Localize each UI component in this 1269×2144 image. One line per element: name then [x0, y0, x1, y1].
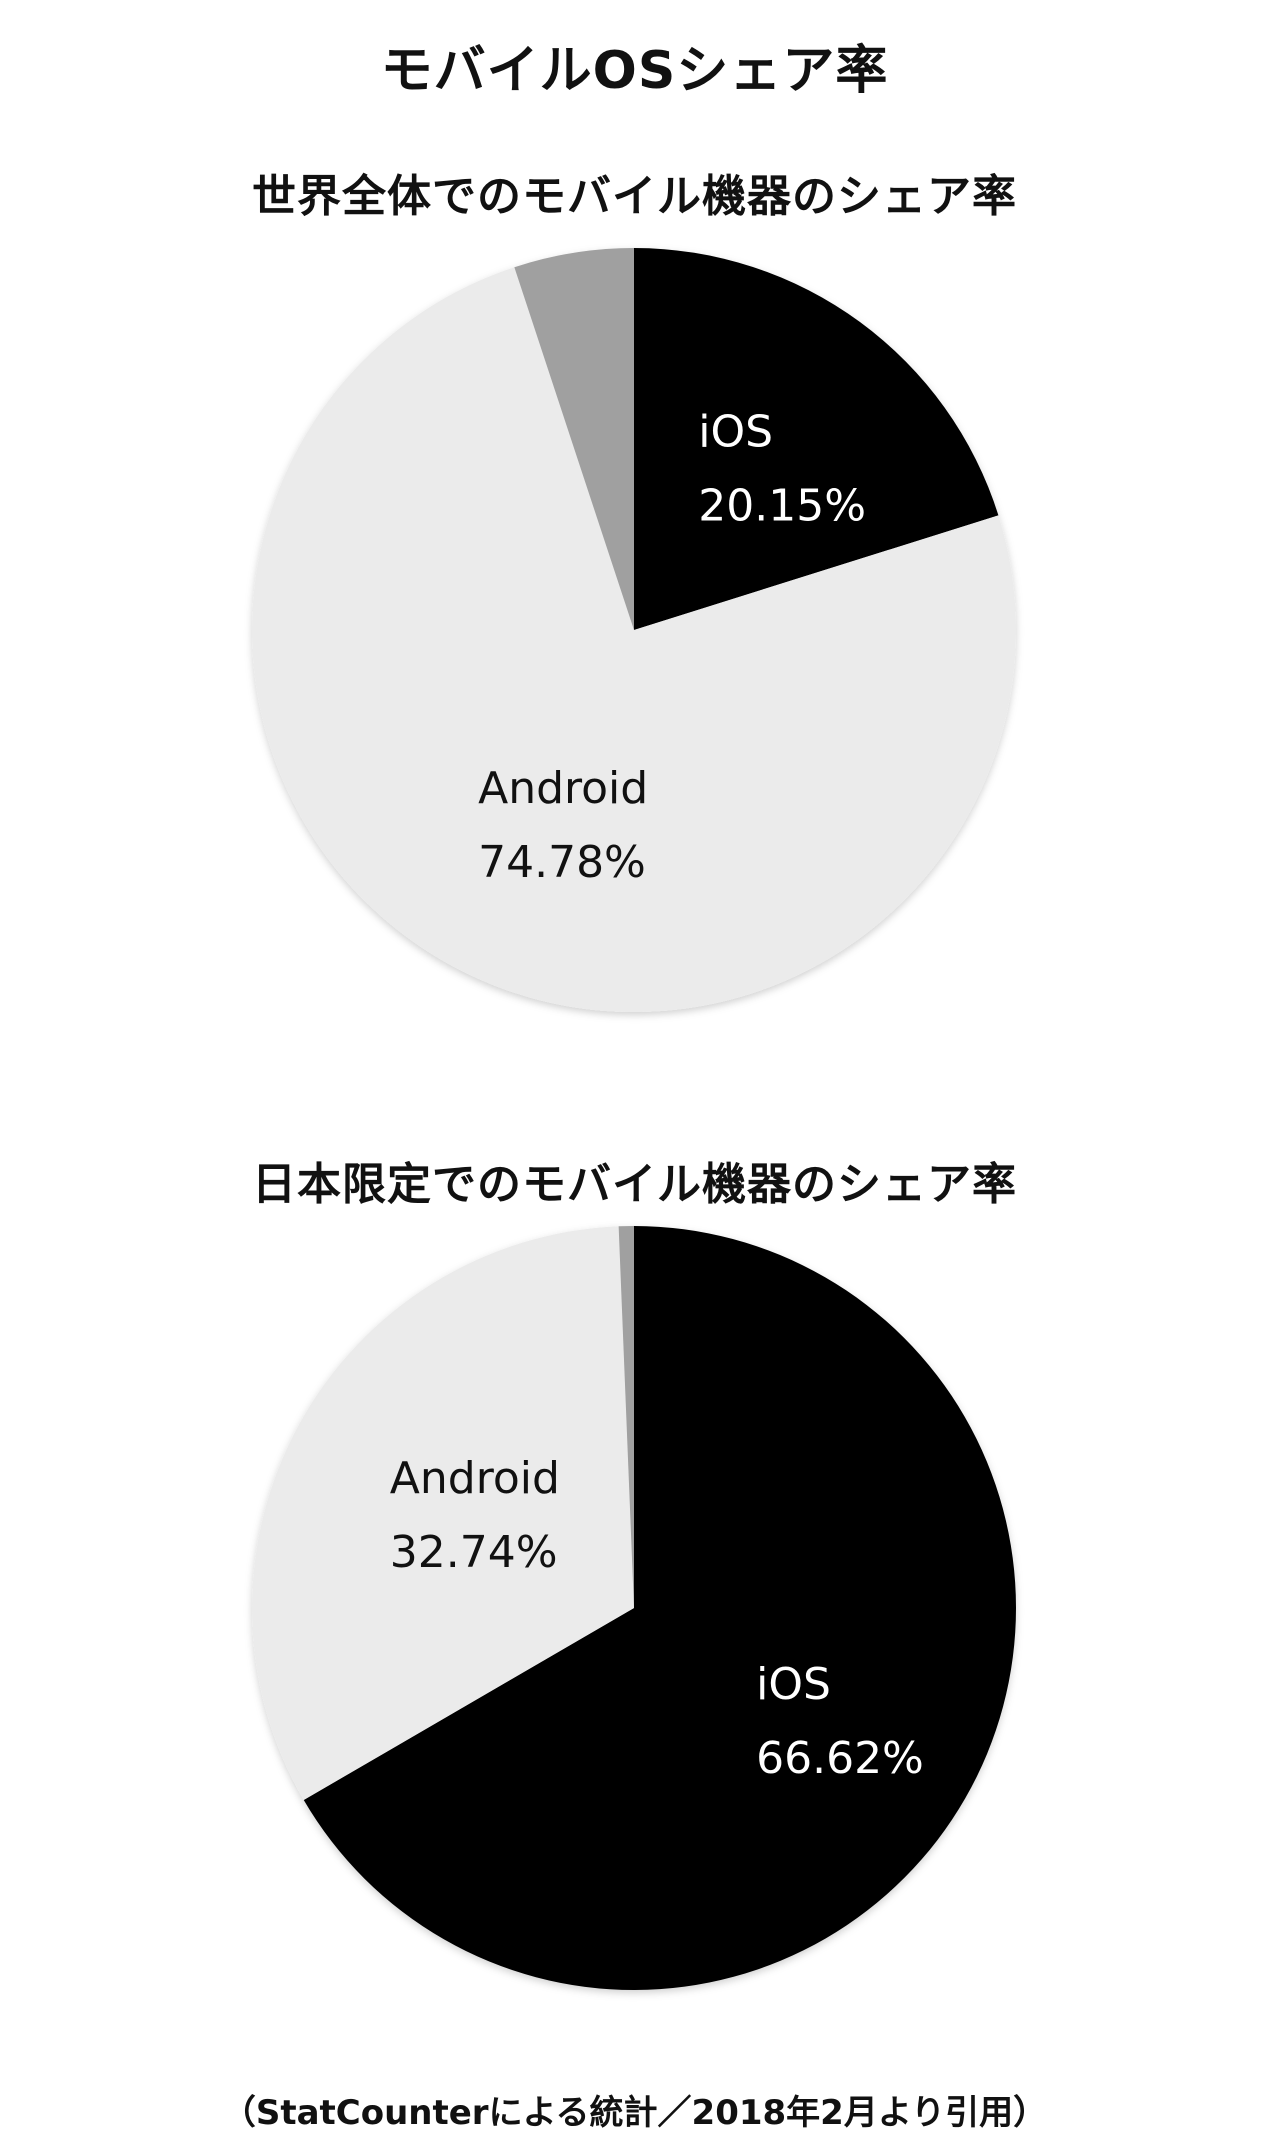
pie-chart-japan: iOS 66.62% Android 32.74%	[252, 1226, 1016, 1990]
pie-slice-other	[514, 248, 634, 630]
pie-slice-android	[252, 1226, 635, 1800]
chart-title-world: 世界全体でのモバイル機器のシェア率	[252, 171, 1017, 222]
pie-chart-world: iOS 20.15% Android 74.78%	[252, 248, 1017, 1013]
pie-slice-ios	[303, 1226, 1016, 1990]
slice-value-label-android: 32.74%	[390, 1527, 558, 1578]
pie-slice-ios	[634, 248, 999, 630]
pie-slice-android	[252, 267, 1017, 1013]
slice-value-label-android: 74.78%	[478, 837, 646, 888]
slice-name-label-android: Android	[390, 1453, 560, 1504]
slice-name-label-ios: iOS	[698, 407, 773, 458]
slice-value-label-ios: 20.15%	[698, 481, 866, 532]
chart-title-japan: 日本限定でのモバイル機器のシェア率	[252, 1159, 1017, 1210]
slice-name-label-android: Android	[478, 763, 648, 814]
page-title: モバイルOSシェア率	[380, 41, 889, 101]
source-footnote: （StatCounterによる統計／2018年2月より引用）	[221, 2093, 1048, 2133]
slice-value-label-ios: 66.62%	[756, 1733, 924, 1784]
pie-slice-other	[618, 1226, 634, 1608]
slice-name-label-ios: iOS	[756, 1659, 831, 1710]
